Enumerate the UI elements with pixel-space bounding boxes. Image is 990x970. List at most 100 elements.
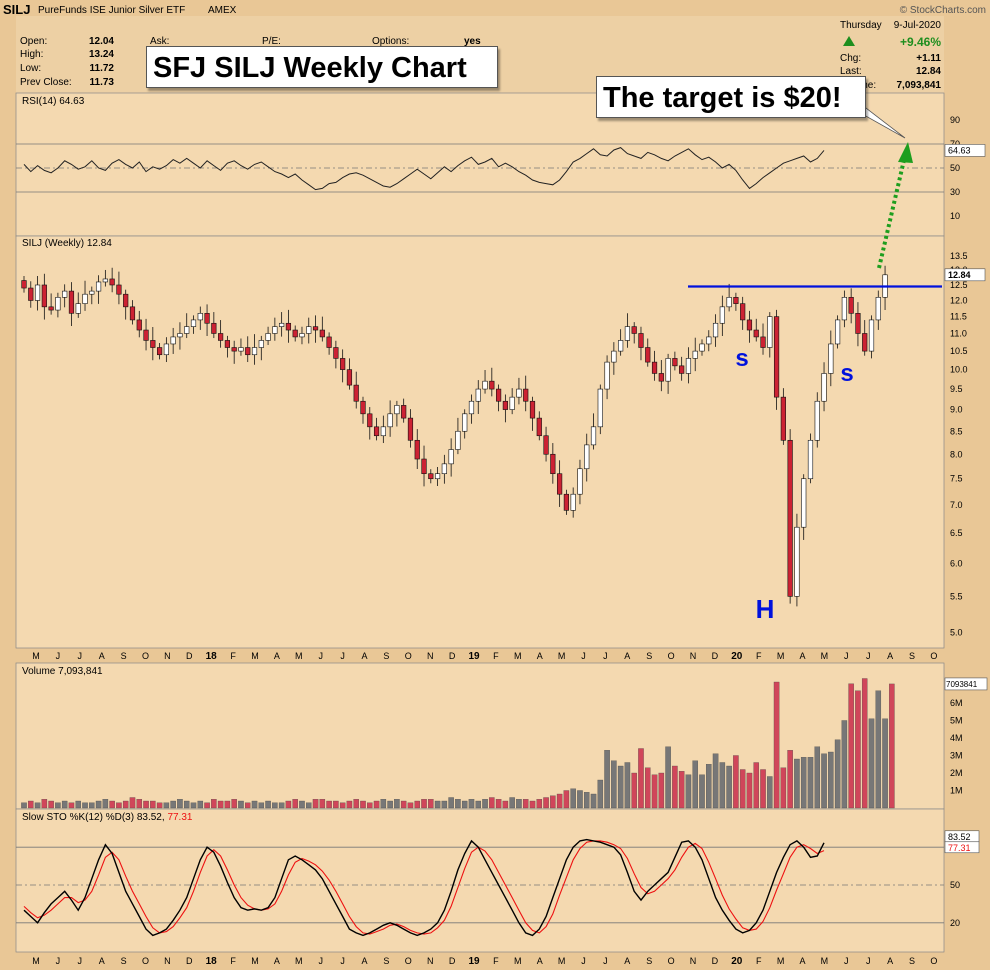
volume-bar <box>150 800 156 809</box>
x-axis-tick-label: S <box>646 651 652 661</box>
stoch-d-last: 77.31 <box>948 843 971 853</box>
candle-body <box>401 405 407 419</box>
x-axis-tick-label: A <box>274 651 280 661</box>
x-axis-tick-label: S <box>909 956 915 966</box>
price-last-value-badge <box>944 268 986 282</box>
volume-bar <box>672 765 678 809</box>
x-axis-tick-label: F <box>230 956 236 966</box>
candle-body <box>373 426 380 437</box>
volume-tick-label: 4M <box>950 733 963 743</box>
volume-bar <box>529 800 536 809</box>
candle-body <box>848 297 854 314</box>
volume-bar <box>861 678 868 809</box>
candle-body <box>89 290 95 295</box>
volume-bar <box>204 802 210 809</box>
stoch-d-line <box>23 840 825 935</box>
high-value: 13.24 <box>89 49 114 60</box>
candle-body <box>387 413 393 428</box>
source-credit: © StockCharts.com <box>900 5 986 16</box>
volume-bar <box>272 802 278 809</box>
options-label: Options: <box>372 36 409 47</box>
x-axis-tick-label: M <box>514 651 522 661</box>
volume-bar <box>719 762 726 809</box>
candle-body <box>292 329 298 338</box>
candle-body <box>41 284 47 308</box>
volume-bar <box>122 800 129 809</box>
low-label: Low: <box>20 63 41 74</box>
open-value: 12.04 <box>89 36 114 47</box>
candle-body <box>177 333 183 338</box>
volume-bar <box>28 800 34 809</box>
candle-body <box>346 369 353 386</box>
target-arrowhead-icon <box>898 142 913 163</box>
volume-bar <box>536 799 543 809</box>
candle-body <box>794 526 800 597</box>
candle-body <box>211 322 217 334</box>
candle-body <box>123 293 129 308</box>
candle-body <box>68 290 75 314</box>
volume-tick-label: 3M <box>950 751 963 761</box>
volume-bar <box>550 795 556 809</box>
stoch-k-line <box>23 838 825 937</box>
candle-body <box>95 281 102 292</box>
candle-body <box>468 400 475 415</box>
x-axis-tick-label: A <box>624 651 630 661</box>
volume-panel-label: Volume 7,093,841 <box>22 666 103 677</box>
volume-bar <box>407 802 414 809</box>
volume-bar <box>780 767 787 809</box>
candle-body <box>821 373 827 402</box>
candle-body <box>251 347 258 356</box>
volume-bar <box>360 800 366 809</box>
x-axis-tick-label: A <box>361 956 367 966</box>
volume-bar <box>739 769 746 809</box>
x-axis-tick-label: M <box>558 956 566 966</box>
x-axis-tick-label: M <box>821 651 829 661</box>
high-label: High: <box>20 49 43 60</box>
pct-change: +9.46% <box>900 35 941 49</box>
rsi-last-value: 64.63 <box>948 145 971 155</box>
candle-body <box>340 358 346 370</box>
rsi-line <box>23 147 825 191</box>
candle-body <box>645 347 651 363</box>
volume-bar <box>678 771 685 809</box>
pe-label: P/E: <box>262 36 281 47</box>
volume-bar <box>68 802 75 809</box>
x-axis-tick-label: M <box>821 956 829 966</box>
x-axis-tick-label: 19 <box>468 651 480 662</box>
candle-body <box>448 449 454 465</box>
price-tick-label: 5.5 <box>950 591 963 601</box>
candle-body <box>685 358 692 374</box>
volume-bar <box>468 799 475 809</box>
price-tick-label: 12.5 <box>950 280 968 290</box>
price-tick-label: 7.0 <box>950 500 963 510</box>
x-axis-tick-label: S <box>121 956 127 966</box>
candle-body <box>611 350 617 363</box>
volume-bar <box>522 799 529 809</box>
candle-body <box>136 319 142 331</box>
volume-bar <box>828 751 834 809</box>
x-axis-tick-label: M <box>295 651 303 661</box>
volume-bar <box>495 799 502 809</box>
price-panel <box>15 235 945 649</box>
volume-last-value-badge <box>944 677 988 691</box>
x-axis-tick-label: A <box>887 956 893 966</box>
x-axis-tick-label: J <box>866 956 871 966</box>
candle-body <box>590 426 597 446</box>
volume-bar <box>116 802 122 809</box>
x-axis-tick-label: D <box>712 956 719 966</box>
volume-bar <box>570 788 576 809</box>
volume-bar <box>821 753 827 809</box>
candle-body <box>801 478 807 528</box>
volume-bar <box>692 760 698 809</box>
x-axis-tick-label: F <box>756 956 762 966</box>
volume-bar <box>312 799 319 809</box>
candle-body <box>814 400 820 441</box>
candle-body <box>482 380 488 390</box>
candle-body <box>170 336 176 345</box>
x-axis-tick-label: D <box>449 956 456 966</box>
candle-body <box>102 278 108 283</box>
x-axis-tick-label: J <box>844 956 849 966</box>
candle-body <box>604 361 610 390</box>
